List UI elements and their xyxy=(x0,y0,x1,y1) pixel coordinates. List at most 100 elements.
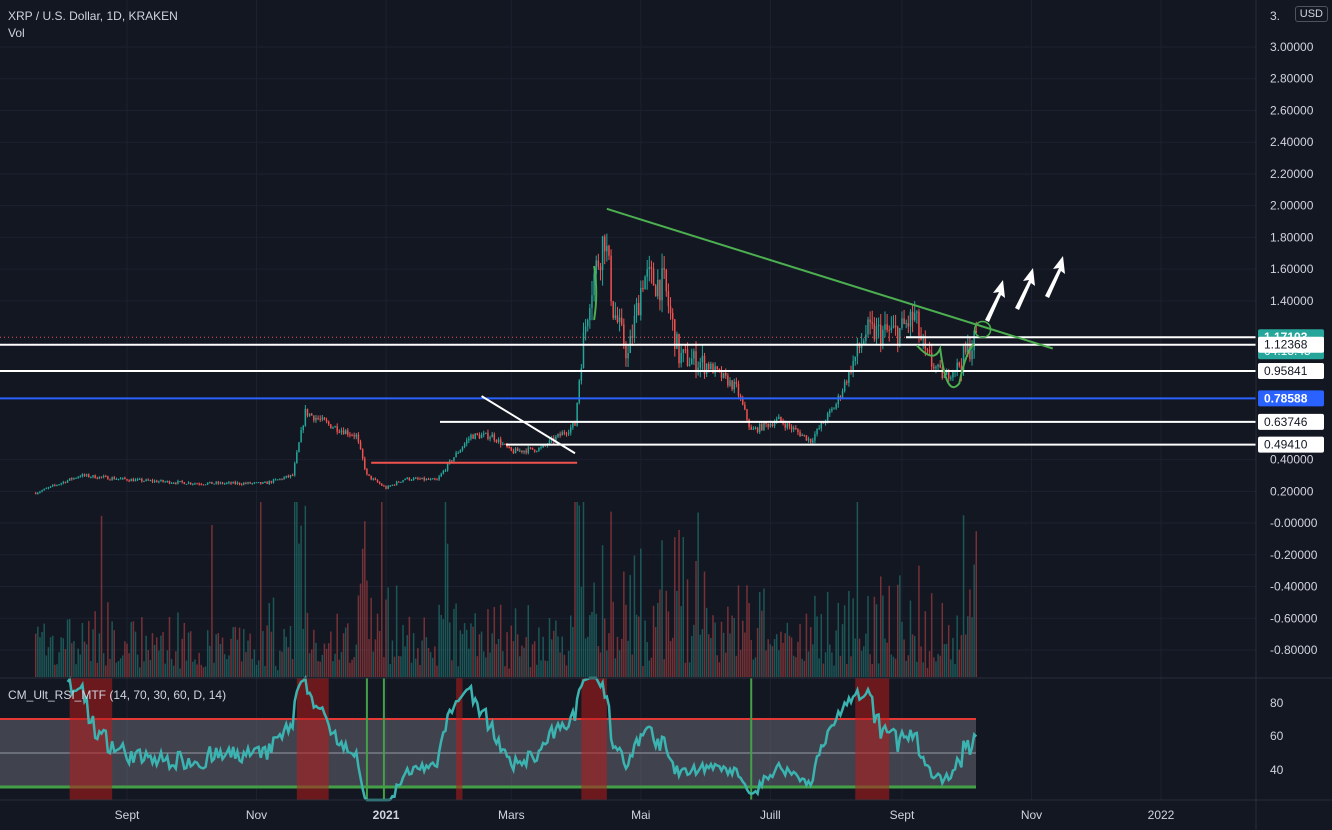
volume-bar xyxy=(676,591,678,677)
volume-bar xyxy=(438,604,440,677)
volume-bar xyxy=(506,632,508,677)
symbol-legend[interactable]: XRP / U.S. Dollar, 1D, KRAKEN xyxy=(8,9,178,23)
volume-bar xyxy=(570,615,572,677)
volume-bar xyxy=(378,630,381,677)
volume-bar xyxy=(158,650,160,677)
candle-body xyxy=(444,470,447,472)
candle-body xyxy=(381,483,383,486)
candle-body xyxy=(298,442,300,453)
volume-bar xyxy=(124,641,126,677)
drawings[interactable] xyxy=(0,207,1256,464)
volume-legend[interactable]: Vol xyxy=(8,26,25,40)
volume-bar xyxy=(395,585,398,677)
candle-body xyxy=(875,326,878,340)
price-tag-0.78588[interactable] xyxy=(1258,390,1324,407)
volume-bar xyxy=(349,662,351,677)
candle-body xyxy=(107,476,109,480)
candle-body xyxy=(529,447,532,449)
trendline-descending[interactable] xyxy=(481,395,576,455)
up-arrow-icon[interactable] xyxy=(1015,268,1035,310)
candle-body xyxy=(525,450,527,453)
candle-body xyxy=(181,480,183,483)
volume-bar xyxy=(620,638,623,677)
volume-bar xyxy=(731,615,733,677)
volume-bar xyxy=(533,641,536,677)
volume-bar xyxy=(245,652,247,677)
time-axis[interactable]: Sept Nov 2021 Mars Mai Juill Sept Nov 2022 xyxy=(0,799,1332,822)
volume-bar xyxy=(88,620,90,677)
up-arrow-icon[interactable] xyxy=(1045,256,1065,298)
candle-body xyxy=(750,427,752,430)
candle-body xyxy=(253,482,256,484)
candle-body xyxy=(799,432,801,437)
volume-bar xyxy=(935,661,937,677)
volume-bar xyxy=(355,644,358,677)
volume-bar xyxy=(474,613,476,677)
volume-bar xyxy=(591,611,593,677)
volume-bar xyxy=(820,614,823,677)
candle-body xyxy=(145,479,147,481)
trendline-resistance[interactable] xyxy=(606,207,1054,350)
volume-bar xyxy=(387,587,389,677)
volume-bar xyxy=(775,634,778,677)
volume-bar xyxy=(799,623,801,677)
candle-body xyxy=(718,369,721,371)
volume-bar xyxy=(425,637,428,677)
candle-body xyxy=(361,449,364,459)
candle-body xyxy=(829,410,831,414)
volume-bar xyxy=(270,631,273,677)
up-arrow-icon[interactable] xyxy=(985,280,1005,322)
price-tag-0.95841[interactable] xyxy=(1258,362,1324,379)
rsi-legend[interactable]: CM_Ult_RSI_MTF (14, 70, 30, 60, D, 14) xyxy=(8,688,227,702)
candle-body xyxy=(474,433,476,439)
candle-body xyxy=(213,483,215,485)
candle-body xyxy=(423,477,425,481)
candle-body xyxy=(327,421,330,425)
volume-bar xyxy=(856,502,859,677)
candle-body xyxy=(185,483,188,485)
price-tag-1.12368[interactable] xyxy=(1258,336,1324,353)
candle-body xyxy=(852,361,854,373)
volume-bar xyxy=(134,631,137,677)
volume-bar xyxy=(922,662,924,677)
volume-bar xyxy=(383,657,385,677)
price-axis[interactable]: 3.00000 2.80000 2.60000 2.40000 2.20000 2.000… xyxy=(1255,0,1324,830)
volume-bar xyxy=(879,576,882,677)
price-tag-0.49410[interactable] xyxy=(1258,436,1324,453)
volume-bar xyxy=(113,630,116,677)
breakout-circle[interactable] xyxy=(973,320,992,339)
price-tick-label: 0.40000 xyxy=(1270,453,1314,467)
volume-bar xyxy=(778,650,780,677)
volume-bar xyxy=(648,660,651,677)
volume-bar xyxy=(351,659,353,677)
pattern-sketch[interactable] xyxy=(916,343,975,389)
candle-body xyxy=(389,485,392,487)
volume-bar xyxy=(306,612,309,677)
volume-bar xyxy=(145,635,147,677)
volume-bar xyxy=(497,638,500,677)
volume-bar xyxy=(722,632,725,677)
candle-body xyxy=(151,480,154,482)
candle-body xyxy=(567,432,570,434)
volume-bar xyxy=(962,515,965,677)
pattern-sketch-left[interactable] xyxy=(593,265,598,321)
candle-body xyxy=(901,318,903,329)
volume-bar xyxy=(304,505,307,677)
price-tick-label: 2.40000 xyxy=(1270,135,1314,149)
volume-bar xyxy=(865,633,867,677)
candle-body xyxy=(255,482,258,484)
candle-body xyxy=(722,372,725,378)
candle-body xyxy=(136,479,139,481)
candle-body xyxy=(922,338,924,340)
volume-bar xyxy=(406,635,409,677)
volume-bar xyxy=(436,665,438,677)
currency-button[interactable]: USD xyxy=(1294,6,1328,22)
candle-body xyxy=(888,330,890,332)
price-tag-0.63746[interactable] xyxy=(1258,413,1324,430)
candle-body xyxy=(58,484,60,486)
volume-bar xyxy=(68,618,71,677)
candle-body xyxy=(612,301,614,318)
volume-bar xyxy=(601,545,604,677)
candle-body xyxy=(903,318,905,325)
